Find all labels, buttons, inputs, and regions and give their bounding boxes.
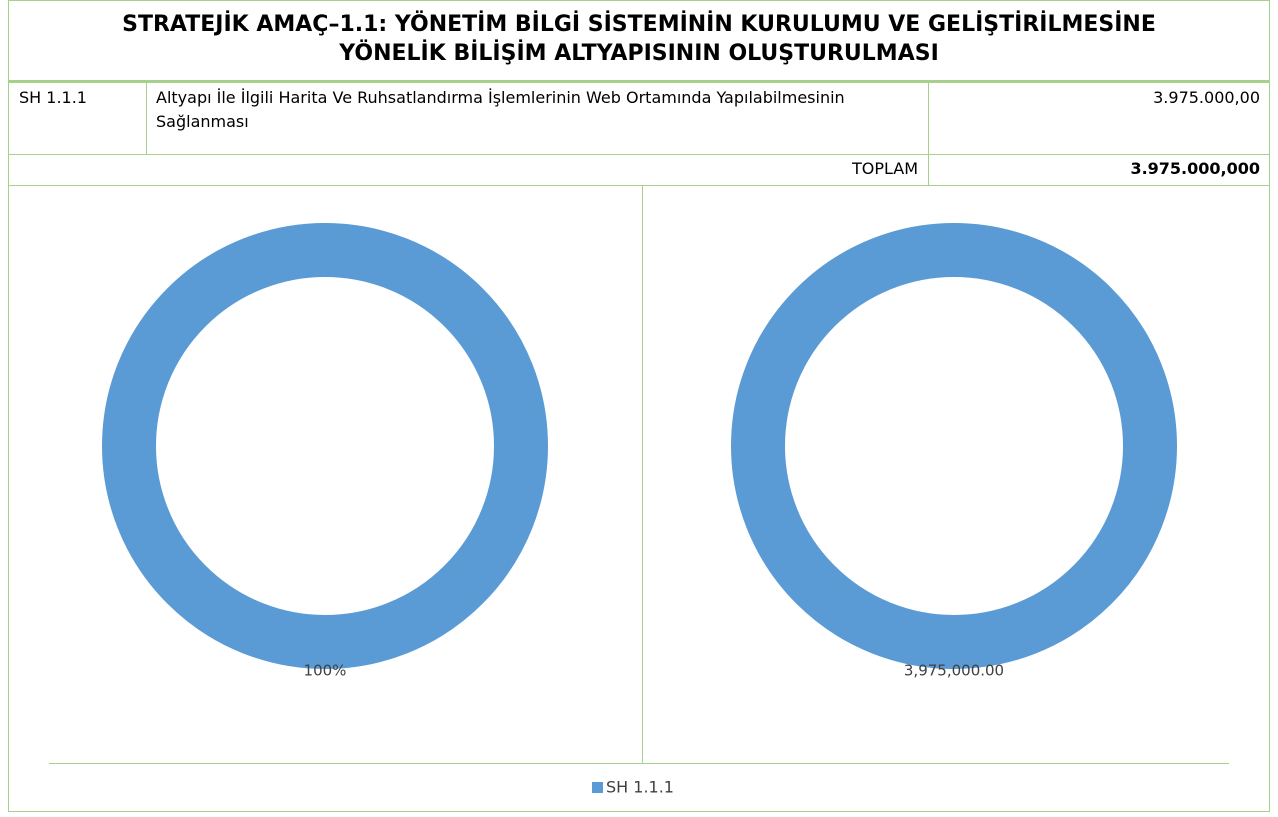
rule bbox=[9, 154, 1269, 155]
code-cell: SH 1.1.1 bbox=[19, 88, 87, 107]
rule bbox=[146, 83, 147, 154]
rule bbox=[49, 763, 1229, 764]
legend-swatch bbox=[592, 782, 603, 793]
data-label: 3,975,000.00 bbox=[904, 662, 1004, 680]
title-line: YÖNELİK BİLİŞİM ALTYAPISININ OLUŞTURULMA… bbox=[339, 41, 939, 66]
total-label: TOPLAM bbox=[851, 159, 918, 178]
legend-label: SH 1.1.1 bbox=[606, 778, 674, 797]
title-line: STRATEJİK AMAÇ–1.1: YÖNETİM BİLGİ SİSTEM… bbox=[122, 12, 1156, 37]
donut-slice bbox=[102, 223, 548, 669]
donut-slice bbox=[731, 223, 1177, 669]
amount-cell: 3.975.000,00 bbox=[1153, 88, 1260, 107]
document: STRATEJİK AMAÇ–1.1: YÖNETİM BİLGİ SİSTEM… bbox=[8, 0, 1270, 812]
desc-cell: Altyapı İle İlgili Harita Ve Ruhsatlandı… bbox=[156, 88, 845, 131]
data-label: 100% bbox=[304, 662, 347, 680]
rule bbox=[9, 185, 1269, 186]
rule bbox=[642, 185, 643, 763]
charts: 100% 3,975,000.00 SH 1.1.1 bbox=[102, 223, 1177, 797]
total-value: 3.975.000,000 bbox=[1130, 159, 1260, 178]
title: STRATEJİK AMAÇ–1.1: YÖNETİM BİLGİ SİSTEM… bbox=[9, 1, 1269, 83]
rule bbox=[928, 83, 929, 185]
